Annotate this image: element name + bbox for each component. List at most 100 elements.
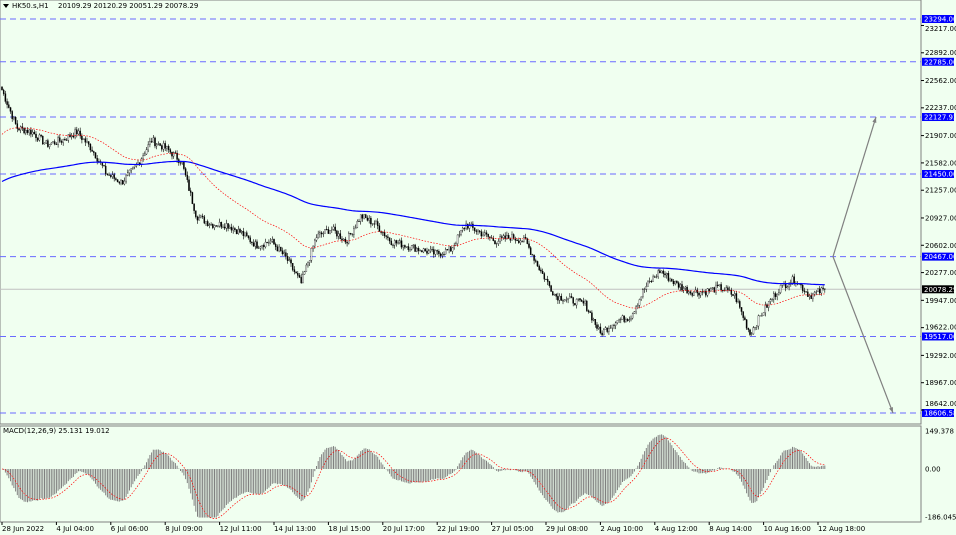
candle [376,221,379,226]
candle [443,254,445,255]
candle [778,292,780,295]
candle [140,158,143,165]
candle [402,245,404,248]
candle [64,139,66,141]
candle [210,224,212,226]
candle [691,293,693,296]
candle [254,241,257,247]
candle [776,293,778,297]
candle [528,243,530,248]
candle [130,168,132,171]
time-label: 18 Jul 15:00 [328,525,370,533]
candle [257,247,260,249]
candle [395,240,398,244]
candle [274,243,277,247]
candle [65,139,68,141]
candle [200,215,202,218]
time-label: 27 Jul 05:00 [492,525,534,533]
candle [256,241,258,249]
candle [397,242,399,244]
candle [223,226,226,229]
candle [201,215,204,218]
candle [191,192,194,204]
projection-down-arrow-head [889,407,893,414]
candle [111,174,114,177]
candle [529,247,532,255]
candle [382,232,384,233]
candle [735,293,738,302]
candle [732,294,734,296]
candle [307,262,309,266]
price-tick-label: 19947.00 [925,297,956,305]
candle [227,223,229,229]
candle [711,287,714,289]
candle [154,137,156,147]
candle [189,190,192,193]
price-tick-label: 21582.00 [925,159,956,167]
candle [603,329,605,336]
candle [541,270,544,274]
candle [36,137,39,141]
candle [237,229,240,235]
candle [737,301,739,303]
candle [47,140,49,147]
candle [512,234,515,240]
candle [455,243,457,246]
candle [18,128,20,131]
candle [461,227,464,231]
candle [322,233,325,235]
level-price-label: 20467.00 [924,253,956,261]
price-tick-label: 22237.00 [925,104,956,112]
candle [271,239,274,242]
candle [446,249,449,251]
candle [682,288,685,291]
candle [142,155,144,160]
candle [536,261,539,267]
dropdown-triangle-icon[interactable] [3,4,9,8]
price-tick-label: 21257.00 [925,187,956,195]
candle [501,236,503,238]
candle [699,291,702,296]
candle [592,319,595,321]
candle [60,141,63,143]
candle [334,226,336,232]
candle [346,241,348,244]
level-price-tag [922,409,954,418]
candle [558,295,561,301]
price-tick-label: 18967.00 [925,379,956,387]
candle [453,245,455,249]
ma-blue-line [1,160,825,286]
candle [516,240,518,242]
candle [570,296,573,298]
candle [509,237,512,241]
time-label: 6 Jul 06:00 [111,525,149,533]
candle [244,232,246,236]
candle [614,322,617,326]
candle [215,225,217,227]
candle [662,270,665,274]
candle [110,175,112,177]
candle [206,221,209,226]
candle [405,246,408,248]
candle [305,264,308,272]
time-label: 29 Jul 08:00 [546,525,588,533]
candle [82,138,85,140]
projection-up-arrow-head [872,117,877,124]
candle [222,226,224,228]
candle [77,130,80,135]
level-price-tag [922,113,954,122]
candle [375,221,377,225]
candle [754,326,756,328]
candle [487,234,489,237]
candle [417,248,420,251]
candle [184,168,187,176]
candle [218,222,221,227]
candle [269,240,272,243]
candle [144,153,146,156]
candle [310,248,313,261]
candle [320,232,323,235]
time-label: 20 Jul 17:00 [383,525,425,533]
candle [431,249,433,251]
